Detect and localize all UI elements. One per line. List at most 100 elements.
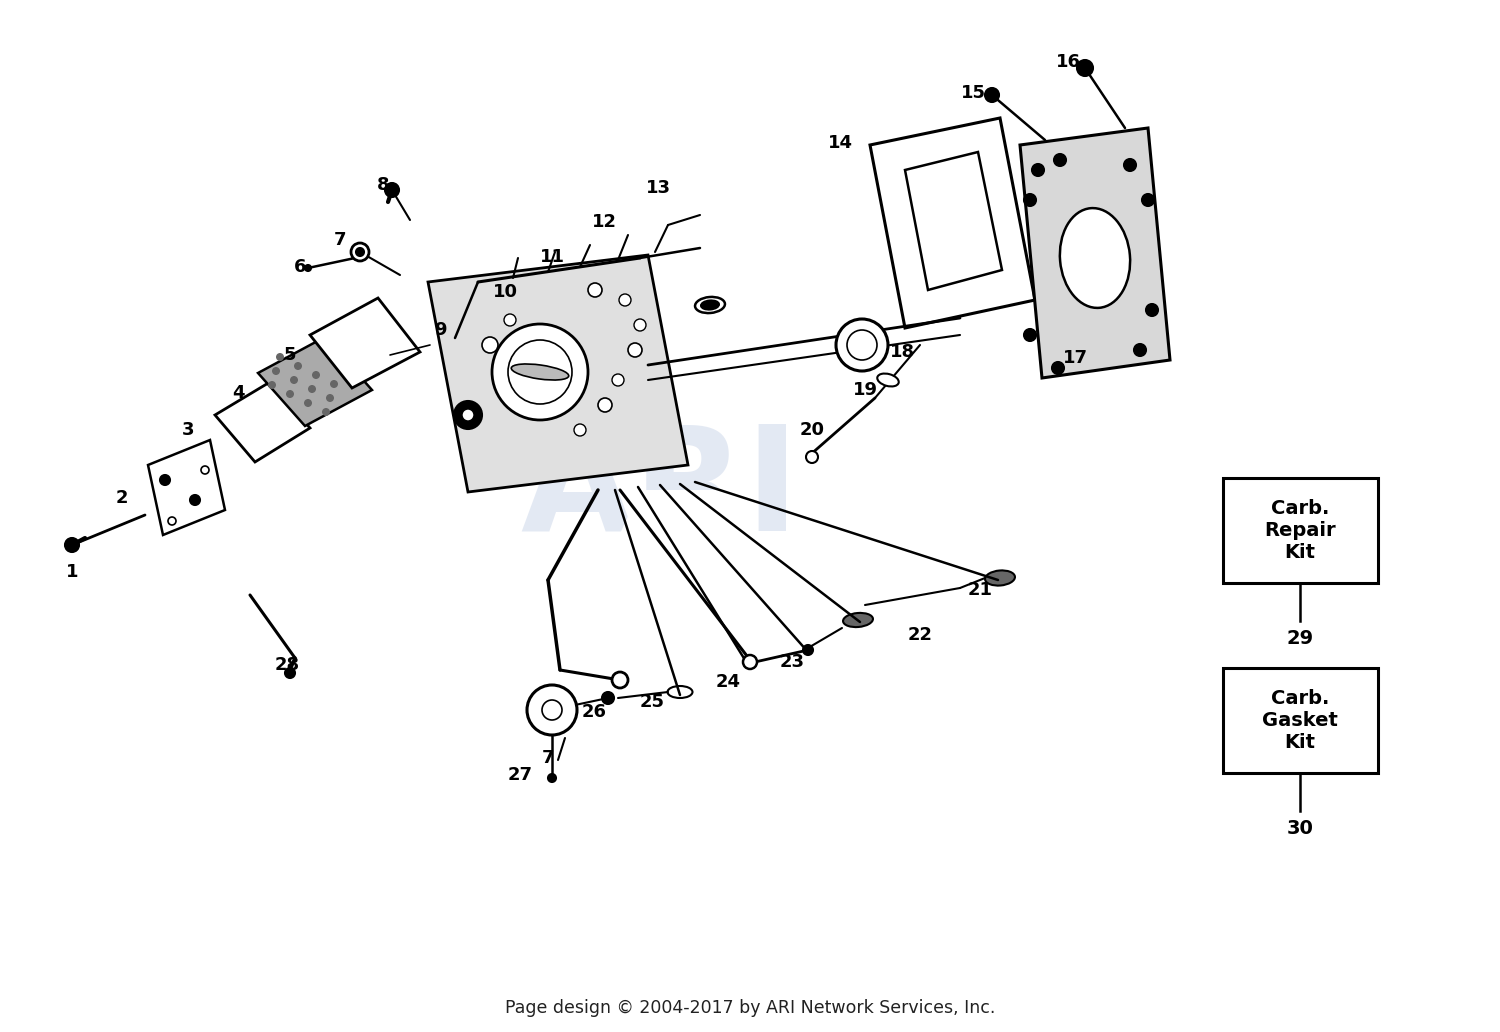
Text: 20: 20 (800, 421, 825, 439)
Text: 6: 6 (294, 258, 306, 276)
Text: 1: 1 (66, 563, 78, 581)
Ellipse shape (986, 571, 1016, 585)
Text: Carb.
Repair
Kit: Carb. Repair Kit (1264, 498, 1336, 561)
Circle shape (1077, 60, 1094, 76)
Polygon shape (427, 255, 688, 492)
Circle shape (742, 655, 758, 669)
Text: 5: 5 (284, 346, 296, 364)
Polygon shape (904, 152, 1002, 290)
Circle shape (294, 362, 302, 370)
Circle shape (330, 380, 338, 388)
Circle shape (356, 248, 364, 256)
Circle shape (386, 183, 399, 197)
Text: 19: 19 (852, 381, 877, 399)
Circle shape (1052, 362, 1064, 374)
Text: 9: 9 (433, 321, 447, 338)
Circle shape (1054, 154, 1066, 166)
Ellipse shape (668, 686, 693, 698)
Circle shape (602, 692, 613, 704)
Circle shape (492, 324, 588, 420)
Circle shape (1032, 164, 1044, 176)
Circle shape (201, 466, 208, 474)
Circle shape (634, 319, 646, 331)
Text: Page design © 2004-2017 by ARI Network Services, Inc.: Page design © 2004-2017 by ARI Network S… (506, 999, 994, 1017)
Text: 28: 28 (274, 656, 300, 674)
Circle shape (272, 367, 280, 375)
Circle shape (312, 370, 320, 379)
Circle shape (454, 401, 482, 429)
Ellipse shape (843, 613, 873, 627)
Circle shape (1024, 194, 1036, 206)
Circle shape (574, 424, 586, 436)
Circle shape (160, 475, 170, 485)
Polygon shape (148, 440, 225, 535)
Circle shape (509, 340, 572, 404)
Text: Carb.
Gasket
Kit: Carb. Gasket Kit (1262, 688, 1338, 751)
Circle shape (847, 330, 877, 360)
Polygon shape (870, 118, 1035, 328)
Circle shape (168, 517, 176, 525)
Circle shape (504, 314, 516, 326)
Text: 16: 16 (1056, 53, 1080, 71)
Circle shape (304, 399, 312, 407)
Circle shape (526, 685, 578, 735)
Circle shape (588, 283, 602, 297)
Ellipse shape (1060, 208, 1130, 308)
Circle shape (628, 343, 642, 357)
Text: 2: 2 (116, 489, 128, 507)
Circle shape (286, 390, 294, 398)
Circle shape (620, 294, 632, 307)
Polygon shape (258, 337, 372, 426)
Text: 27: 27 (507, 766, 532, 784)
Text: 30: 30 (1287, 819, 1314, 838)
Ellipse shape (694, 297, 724, 313)
Polygon shape (560, 490, 790, 665)
Text: 11: 11 (540, 248, 564, 266)
Text: 3: 3 (182, 421, 195, 439)
Circle shape (836, 319, 888, 370)
Circle shape (1024, 329, 1036, 341)
Circle shape (285, 668, 296, 678)
Circle shape (612, 374, 624, 386)
Ellipse shape (700, 300, 718, 310)
Polygon shape (1020, 128, 1170, 378)
Circle shape (290, 376, 298, 384)
Circle shape (1142, 194, 1154, 206)
Text: 14: 14 (828, 134, 852, 152)
Circle shape (308, 385, 316, 393)
Circle shape (462, 409, 474, 421)
Polygon shape (310, 298, 420, 388)
Circle shape (542, 700, 562, 720)
Text: 13: 13 (645, 179, 670, 197)
Text: 15: 15 (960, 84, 986, 102)
Circle shape (351, 243, 369, 261)
Text: 22: 22 (908, 626, 933, 644)
Circle shape (1134, 344, 1146, 356)
Circle shape (1124, 159, 1136, 171)
Text: 18: 18 (890, 343, 915, 361)
Circle shape (612, 672, 628, 688)
Text: 25: 25 (639, 694, 664, 711)
Circle shape (64, 538, 80, 552)
Circle shape (190, 495, 200, 505)
Text: 10: 10 (492, 283, 517, 301)
Circle shape (322, 408, 330, 416)
Ellipse shape (512, 364, 568, 380)
Circle shape (326, 394, 334, 402)
Text: 17: 17 (1062, 349, 1088, 367)
Circle shape (806, 451, 818, 463)
Text: 29: 29 (1287, 628, 1314, 648)
Text: 24: 24 (716, 673, 741, 691)
Ellipse shape (878, 374, 898, 386)
Bar (1222, 668, 1377, 773)
Text: ARI: ARI (520, 419, 800, 560)
Circle shape (482, 337, 498, 353)
Circle shape (276, 353, 284, 361)
Text: 8: 8 (376, 176, 390, 194)
Circle shape (268, 381, 276, 389)
Text: 4: 4 (231, 384, 244, 402)
Bar (1222, 478, 1377, 582)
Circle shape (304, 265, 310, 271)
Text: 26: 26 (582, 703, 606, 721)
Circle shape (802, 645, 813, 655)
